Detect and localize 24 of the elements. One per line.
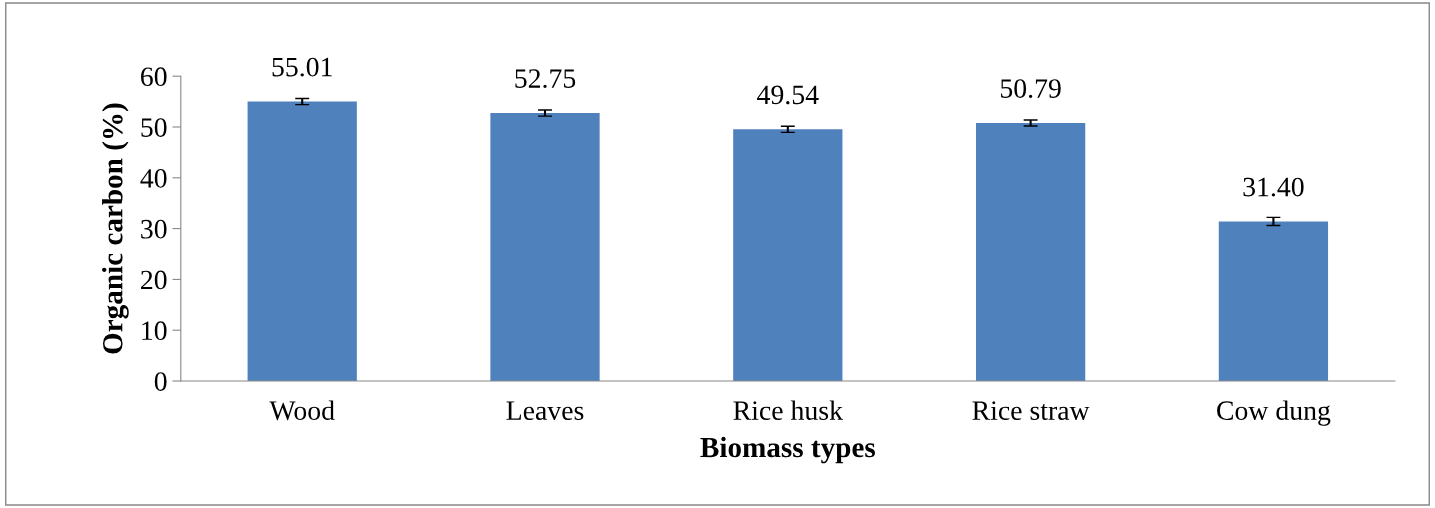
y-tick-label: 50 bbox=[141, 118, 167, 137]
y-axis-title: Organic carbon (%) bbox=[102, 103, 129, 354]
y-tick-label: 30 bbox=[141, 219, 167, 239]
data-label: 49.54 bbox=[757, 85, 819, 105]
bar bbox=[490, 113, 600, 381]
bar bbox=[247, 101, 357, 381]
x-tick-label: Rice husk bbox=[733, 400, 843, 420]
y-tick-label: 10 bbox=[142, 321, 167, 341]
x-axis-title: Biomass types bbox=[700, 436, 876, 464]
x-tick-label: Wood bbox=[269, 400, 335, 421]
data-label: 31.40 bbox=[1243, 177, 1304, 197]
x-tick-label: Leaves bbox=[506, 401, 584, 420]
bar bbox=[1218, 221, 1329, 381]
bar bbox=[733, 129, 843, 381]
data-label: 52.75 bbox=[515, 69, 576, 89]
data-label: 55.01 bbox=[272, 57, 332, 77]
x-tick-label: Cow dung bbox=[1217, 400, 1331, 426]
x-tick-label: Rice straw bbox=[972, 401, 1090, 420]
data-label: 50.79 bbox=[1000, 79, 1061, 99]
bar bbox=[975, 122, 1086, 381]
y-tick-label: 40 bbox=[140, 168, 167, 188]
y-tick-label: 0 bbox=[154, 372, 167, 391]
y-tick-label: 60 bbox=[141, 67, 167, 87]
y-tick-label: 20 bbox=[141, 270, 167, 290]
